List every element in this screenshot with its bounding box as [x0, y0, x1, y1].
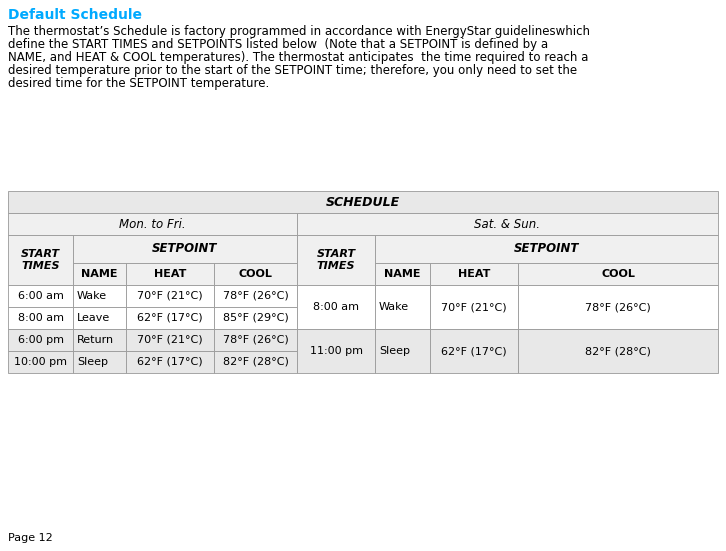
Bar	[375, 263, 430, 285]
Text: 82°F (28°C): 82°F (28°C)	[223, 357, 288, 367]
Text: 82°F (28°C): 82°F (28°C)	[585, 346, 651, 356]
Bar	[8, 213, 297, 235]
Bar	[8, 351, 73, 373]
Text: desired temperature prior to the start of the SETPOINT time; therefore, you only: desired temperature prior to the start o…	[8, 64, 577, 77]
Bar	[73, 307, 126, 329]
Text: Return: Return	[77, 335, 114, 345]
Text: 11:00 pm: 11:00 pm	[309, 346, 362, 356]
Bar	[126, 307, 214, 329]
Bar	[73, 285, 126, 307]
Bar	[430, 285, 518, 329]
Text: NAME: NAME	[81, 269, 118, 279]
Text: 8:00 am: 8:00 am	[313, 302, 359, 312]
Bar	[297, 285, 375, 329]
Bar	[430, 329, 518, 373]
Bar	[518, 263, 718, 285]
Text: 6:00 pm: 6:00 pm	[17, 335, 63, 345]
Text: START
TIMES: START TIMES	[317, 249, 356, 271]
Bar	[214, 285, 297, 307]
Text: HEAT: HEAT	[458, 269, 490, 279]
Bar	[73, 351, 126, 373]
Text: Wake: Wake	[77, 291, 107, 301]
Text: 8:00 am: 8:00 am	[17, 313, 63, 323]
Bar	[73, 235, 297, 263]
Text: 6:00 am: 6:00 am	[17, 291, 63, 301]
Bar	[214, 263, 297, 285]
Text: SETPOINT: SETPOINT	[514, 242, 579, 256]
Text: 62°F (17°C): 62°F (17°C)	[137, 357, 203, 367]
Bar	[8, 329, 73, 351]
Bar	[518, 329, 718, 373]
Text: 78°F (26°C): 78°F (26°C)	[223, 335, 288, 345]
Bar	[126, 285, 214, 307]
Text: Sleep: Sleep	[379, 346, 410, 356]
Text: 78°F (26°C): 78°F (26°C)	[223, 291, 288, 301]
Bar	[297, 213, 718, 235]
Text: desired time for the SETPOINT temperature.: desired time for the SETPOINT temperatur…	[8, 77, 269, 90]
Bar	[375, 235, 718, 263]
Text: 70°F (21°C): 70°F (21°C)	[137, 291, 203, 301]
Text: COOL: COOL	[239, 269, 272, 279]
Bar	[126, 263, 214, 285]
Text: Leave: Leave	[77, 313, 110, 323]
Bar	[126, 351, 214, 373]
Text: COOL: COOL	[601, 269, 635, 279]
Bar	[375, 329, 430, 373]
Bar	[297, 329, 375, 373]
Text: Page 12: Page 12	[8, 533, 53, 543]
Bar	[375, 285, 430, 329]
Text: define the START TIMES and SETPOINTS listed below  (Note that a SETPOINT is defi: define the START TIMES and SETPOINTS lis…	[8, 38, 548, 51]
Bar	[430, 263, 518, 285]
Text: 62°F (17°C): 62°F (17°C)	[441, 346, 507, 356]
Bar	[214, 307, 297, 329]
Text: SETPOINT: SETPOINT	[152, 242, 218, 256]
Bar	[126, 329, 214, 351]
Text: Wake: Wake	[379, 302, 409, 312]
Bar	[214, 329, 297, 351]
Bar	[518, 285, 718, 329]
Text: NAME: NAME	[384, 269, 421, 279]
Bar	[73, 263, 126, 285]
Text: START
TIMES: START TIMES	[21, 249, 60, 271]
Text: 70°F (21°C): 70°F (21°C)	[137, 335, 203, 345]
Text: Sat. & Sun.: Sat. & Sun.	[475, 218, 540, 230]
Bar	[214, 351, 297, 373]
Text: Sleep: Sleep	[77, 357, 108, 367]
Text: HEAT: HEAT	[154, 269, 186, 279]
Text: Default Schedule: Default Schedule	[8, 8, 142, 22]
Text: 70°F (21°C): 70°F (21°C)	[441, 302, 507, 312]
Bar	[73, 329, 126, 351]
Bar	[297, 235, 375, 285]
Bar	[8, 285, 73, 307]
Text: 78°F (26°C): 78°F (26°C)	[585, 302, 651, 312]
Text: The thermostat’s Schedule is factory programmed in accordance with EnergyStar gu: The thermostat’s Schedule is factory pro…	[8, 25, 590, 38]
Text: NAME, and HEAT & COOL temperatures). The thermostat anticipates  the time requir: NAME, and HEAT & COOL temperatures). The…	[8, 51, 588, 64]
Text: 85°F (29°C): 85°F (29°C)	[223, 313, 288, 323]
Bar	[8, 235, 73, 285]
Text: 62°F (17°C): 62°F (17°C)	[137, 313, 203, 323]
Text: 10:00 pm: 10:00 pm	[14, 357, 67, 367]
Text: Mon. to Fri.: Mon. to Fri.	[119, 218, 186, 230]
Bar	[8, 307, 73, 329]
Text: SCHEDULE: SCHEDULE	[326, 196, 400, 208]
Bar	[8, 191, 718, 213]
